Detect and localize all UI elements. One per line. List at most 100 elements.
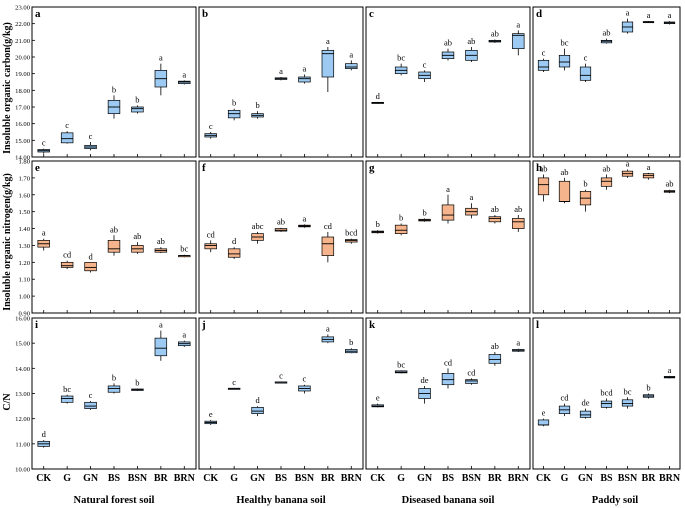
panel-d: d c bc c ab a a a — [532, 6, 681, 158]
box-body — [488, 354, 502, 364]
y-tick-label: 1.20 — [18, 260, 30, 267]
y-tick-label: 1.60 — [18, 192, 30, 199]
significance-letter: b — [646, 383, 650, 393]
x-tick-label-br: BR — [642, 473, 657, 484]
box-ck: e — [537, 408, 550, 427]
panel-frame — [198, 6, 364, 158]
y-tick-label: 11.00 — [15, 441, 30, 448]
significance-letter: ab — [602, 28, 610, 38]
significance-letter: de — [581, 398, 589, 408]
significance-letter: ab — [444, 38, 452, 48]
box-body — [600, 400, 613, 408]
x-tick-label-gn: GN — [250, 473, 266, 484]
box-brn: a — [178, 69, 191, 85]
column-title-paddy: Paddy soil — [592, 495, 638, 506]
significance-letter: a — [647, 10, 651, 20]
x-tick-label-bs: BS — [442, 473, 455, 484]
box-body — [321, 49, 335, 78]
box-bs: ab — [441, 38, 455, 61]
y-tick-label: 1.40 — [18, 226, 30, 233]
significance-letter: a — [303, 213, 307, 223]
box-body — [60, 261, 74, 268]
x-tick-label-br: BR — [321, 473, 336, 484]
box-gn: b — [579, 179, 592, 212]
x-tick-label-bsn: BSN — [462, 473, 482, 484]
significance-letter: d — [88, 251, 93, 261]
significance-letter: c — [423, 59, 427, 69]
significance-letter: ab — [467, 36, 475, 46]
box-bsn: cd — [465, 367, 478, 385]
y-tick-label: 16.00 — [15, 121, 31, 128]
ylabel-carbon: Insoluble organic carbon(g/kg) — [2, 22, 13, 154]
y-tick-label: 13.00 — [15, 391, 31, 398]
panel-letter: e — [35, 162, 40, 174]
box-g: d — [227, 236, 241, 259]
box-ck: ab — [537, 164, 550, 202]
significance-letter: e — [209, 409, 213, 419]
box-bsn: a — [621, 8, 634, 34]
box-br: a — [642, 162, 655, 180]
box-body — [512, 33, 525, 50]
significance-letter: c — [89, 390, 93, 400]
x-tick-label-bs: BS — [108, 473, 121, 484]
box-bs: c — [274, 371, 288, 384]
column-title-healthy-banana: Healthy banana soil — [236, 495, 325, 506]
significance-letter: a — [626, 158, 630, 168]
box-ck: c — [37, 138, 50, 154]
x-tick-label-bs: BS — [275, 473, 288, 484]
ylabel-nitrogen: Insoluble organic nitrogen(g/kg) — [2, 173, 13, 311]
x-tick-label-g: G — [397, 473, 405, 484]
box-bsn: a — [621, 158, 634, 178]
box-body — [60, 132, 74, 144]
box-body — [84, 261, 97, 272]
significance-letter: d — [42, 429, 47, 439]
panel-letter: j — [201, 319, 206, 331]
box-bsn: c — [298, 374, 311, 394]
box-ck: d — [37, 429, 50, 448]
y-tick-label: 14.00 — [15, 366, 31, 373]
box-body — [579, 66, 592, 81]
significance-letter: ab — [110, 224, 118, 234]
box-body — [394, 224, 408, 234]
box-body — [441, 373, 455, 386]
box-br: ab — [488, 341, 502, 366]
significance-letter: a — [446, 184, 450, 194]
panel-letter: h — [536, 162, 542, 174]
x-tick-label-brn: BRN — [659, 473, 681, 484]
x-tick-label-brn: BRN — [341, 473, 363, 484]
significance-letter: c — [209, 121, 213, 131]
significance-letter: c — [42, 138, 46, 148]
significance-letter: ab — [539, 164, 547, 174]
significance-letter: a — [326, 323, 330, 333]
box-brn: a — [663, 365, 676, 379]
box-g: b — [394, 212, 408, 236]
significance-letter: cd — [207, 229, 216, 239]
box-bsn: a — [298, 213, 311, 228]
x-tick-label-bs: BS — [600, 473, 613, 484]
box-body — [441, 204, 455, 221]
panel-frame — [198, 160, 364, 314]
box-ck: e — [204, 409, 217, 425]
significance-letter: ab — [491, 204, 499, 214]
x-tick-label-br: BR — [154, 473, 169, 484]
box-gn: c — [84, 131, 97, 151]
y-tick-label: 1.80 — [18, 159, 30, 166]
significance-letter: a — [182, 69, 186, 79]
significance-letter: b — [112, 84, 116, 94]
significance-letter: a — [159, 53, 163, 63]
significance-letter: abc — [252, 221, 264, 231]
significance-letter: ab — [491, 29, 499, 39]
significance-letter: bcd — [600, 388, 613, 398]
significance-letter: bc — [180, 244, 188, 254]
box-brn: ab — [512, 204, 525, 232]
panel-b: b c b b a a a a — [198, 6, 364, 158]
box-bs: ab — [274, 217, 288, 232]
box-body — [558, 54, 571, 68]
significance-letter: a — [516, 19, 520, 29]
significance-letter: c — [65, 120, 69, 130]
x-tick-label-gn: GN — [83, 473, 99, 484]
panel-letter: b — [202, 8, 208, 20]
box-g: bc — [394, 53, 408, 76]
significance-letter: cd — [467, 367, 476, 377]
